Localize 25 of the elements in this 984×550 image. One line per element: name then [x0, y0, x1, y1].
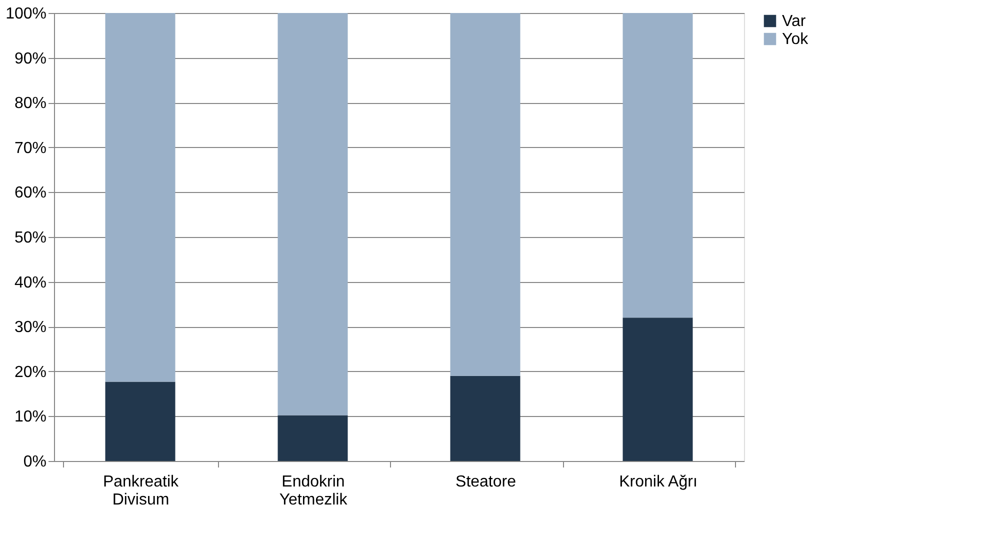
bar — [105, 382, 176, 461]
y-tick-label: 80% — [14, 95, 46, 112]
bar — [450, 376, 520, 461]
x-tick-label: Pankreatik Divisum — [102, 474, 180, 508]
y-tick-label: 60% — [14, 184, 46, 202]
y-tick-label: 10% — [14, 408, 46, 426]
x-tick-label: Steatore — [456, 474, 516, 490]
y-tick-label: 30% — [14, 319, 46, 336]
y-tick-label: 20% — [14, 364, 46, 381]
x-tick-label: Kronik Ağrı — [619, 474, 698, 490]
bar — [450, 13, 520, 376]
y-tick-label: 0% — [23, 454, 46, 470]
legend-label: Var — [782, 13, 806, 30]
legend-label: Yok — [782, 31, 810, 48]
y-tick-label: 40% — [14, 274, 46, 292]
y-tick-label: 90% — [14, 50, 46, 68]
bar — [278, 13, 348, 416]
bar — [105, 13, 176, 382]
y-tick-label: 50% — [14, 230, 46, 246]
x-tick-label: Endokrin Yetmezlik — [279, 474, 348, 508]
bar — [278, 415, 348, 461]
y-tick-label: 70% — [14, 140, 46, 157]
bar — [622, 13, 693, 318]
y-tick-label: 100% — [6, 6, 46, 22]
bar — [622, 318, 693, 461]
